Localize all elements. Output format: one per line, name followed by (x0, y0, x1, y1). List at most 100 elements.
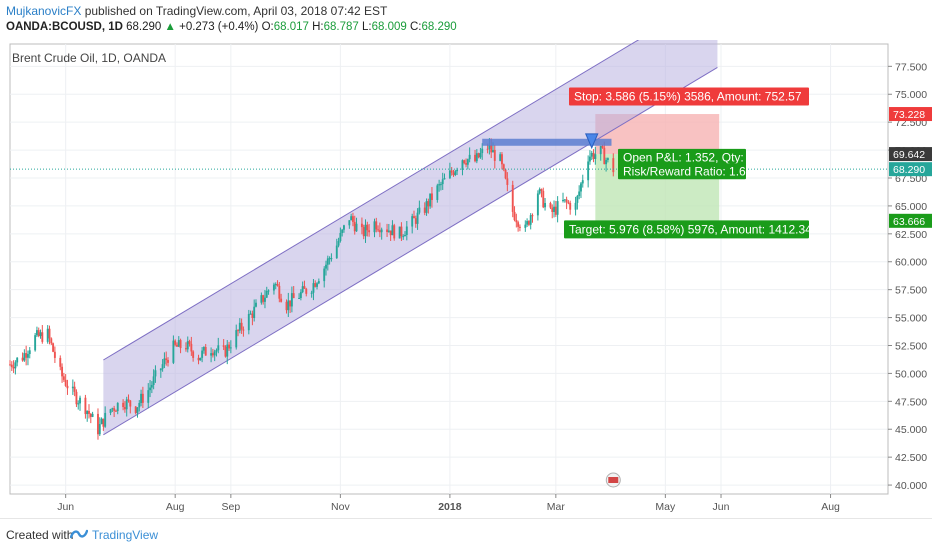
candle-body (136, 407, 139, 413)
candle-body (538, 189, 541, 194)
price-tick-label: 55.000 (895, 313, 927, 325)
candle-body (330, 258, 333, 260)
candle-body (23, 353, 26, 361)
candle-body (125, 399, 128, 410)
candle-body (50, 338, 53, 344)
candle-body (339, 232, 342, 242)
candle-body (443, 178, 446, 180)
candle-body (301, 286, 304, 293)
candle-body (592, 152, 595, 159)
candle-body (249, 313, 252, 315)
candle-body (599, 146, 602, 155)
candle-body (204, 347, 207, 356)
candle-body (37, 330, 40, 337)
event-flag-icon (608, 477, 619, 483)
candle-body (149, 387, 151, 391)
candle-body (73, 386, 76, 392)
candle-body (425, 201, 428, 213)
candle-body (86, 410, 89, 415)
candle-body (501, 154, 503, 165)
candle-body (28, 350, 31, 355)
created-with-text: Created with (6, 528, 74, 542)
candle-body (606, 158, 609, 160)
candle-body (540, 189, 543, 191)
candle-body (109, 409, 112, 413)
candle-body (14, 362, 17, 369)
time-tick-label: 2018 (438, 501, 462, 513)
candle-body (285, 301, 288, 311)
price-badge-label-target: 63.666 (893, 216, 925, 228)
candle-body (411, 216, 414, 227)
candle-body (413, 216, 415, 219)
tradingview-brand-link[interactable]: TradingView (92, 528, 159, 542)
candle-body (210, 353, 213, 356)
candle-body (601, 146, 604, 148)
channel-upper-line[interactable] (103, 0, 717, 361)
resistance-bar[interactable] (482, 138, 612, 146)
candle-body (423, 207, 426, 213)
price-chart[interactable]: Stop: 3.586 (5.15%) 3586, Amount: 752.57… (0, 0, 932, 518)
candle-body (565, 199, 568, 203)
candle-body (465, 163, 468, 165)
price-change: +0.273 (+0.4%) (179, 21, 259, 33)
price-tick-label: 60.000 (895, 257, 927, 269)
tradingview-logo-icon (70, 529, 88, 539)
candle-body (314, 283, 317, 287)
candle-body (312, 283, 315, 293)
candle-body (71, 386, 74, 389)
symbol-name: OANDA:BCOUSD, 1D (6, 21, 123, 33)
candle-body (362, 227, 365, 237)
candle-body (386, 229, 389, 233)
price-badge-label-stop: 73.228 (893, 109, 925, 121)
candle-body (287, 300, 290, 311)
chart-header: MujkanovicFX published on TradingView.co… (0, 0, 932, 40)
candle-body (100, 418, 103, 425)
entry-arrow-icon[interactable] (584, 133, 599, 150)
price-tick-label: 45.000 (895, 424, 927, 436)
channel-fill (103, 0, 718, 435)
candle-body (416, 212, 419, 224)
candle-body (536, 193, 539, 216)
candle-body (238, 322, 241, 331)
price-tick-label: 40.000 (895, 480, 927, 492)
candle-body (25, 353, 28, 358)
candle-body (549, 203, 552, 208)
chart-area[interactable]: Stop: 3.586 (5.15%) 3586, Amount: 752.57… (0, 0, 932, 518)
candle-body (377, 229, 380, 231)
rr-label: Risk/Reward Ratio: 1.67 (623, 164, 753, 178)
candle-body (247, 314, 250, 331)
candle-body (398, 226, 401, 239)
candle-body (468, 154, 471, 160)
time-tick-label: Jun (57, 501, 74, 513)
candle-body (186, 341, 189, 350)
chart-title: Brent Crude Oil, 1D, OANDA (12, 51, 166, 65)
candle-body (463, 160, 466, 164)
candle-body (202, 347, 205, 351)
candle-body (355, 223, 358, 232)
candle-body (161, 364, 164, 369)
candle-body (466, 159, 469, 165)
candle-body (174, 340, 177, 345)
candle-body (562, 199, 564, 202)
candle-body (79, 397, 81, 404)
candle-body (237, 330, 239, 332)
publication-line: MujkanovicFX published on TradingView.co… (6, 4, 387, 18)
candle-body (199, 357, 202, 361)
candle-body (526, 221, 529, 225)
candle-body (27, 354, 29, 358)
price-tick-label: 52.500 (895, 340, 927, 352)
candle-body (116, 402, 119, 412)
high-value: 68.787 (323, 21, 359, 33)
time-axis[interactable]: Jun Aug Sep Nov 2018 Mar May Jun Aug (57, 494, 840, 513)
published-info: published on TradingView.com, April 03, … (84, 4, 388, 18)
channel-lower-line[interactable] (103, 67, 718, 436)
candle-body (341, 229, 344, 233)
price-axis[interactable]: 77.50075.00072.50070.00067.50065.00062.5… (887, 44, 932, 494)
candle-body (492, 149, 494, 153)
candle-body (488, 145, 491, 149)
up-arrow-icon: ▲ (164, 21, 176, 33)
candle-body (21, 357, 24, 361)
candle-body (380, 229, 383, 233)
author-link[interactable]: MujkanovicFX (6, 4, 82, 18)
candle-body (563, 199, 566, 201)
